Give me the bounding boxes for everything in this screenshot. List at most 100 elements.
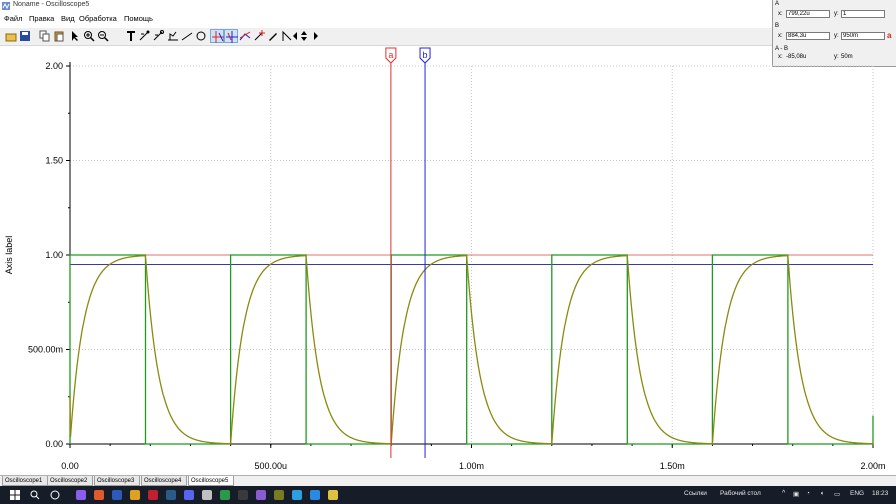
cursor-a-y-label: y: [834, 11, 839, 17]
tray-battery-icon[interactable]: ▭ [834, 491, 841, 498]
copy-icon [39, 30, 50, 42]
y-tick-label: 1.00 [45, 250, 63, 260]
x-tick-label: 0.00 [61, 461, 79, 471]
x-tick-label: 1.00m [459, 461, 484, 471]
tab-oscilloscope-4[interactable]: Oscilloscope4 [141, 476, 187, 486]
scroll-left-icon [293, 32, 297, 40]
search-icon[interactable] [30, 490, 40, 500]
tab-oscilloscope-1[interactable]: Oscilloscope1 [2, 476, 48, 486]
y-tick-label: 2.00 [45, 61, 63, 71]
pen-button[interactable] [266, 29, 280, 43]
tab-oscilloscope-2[interactable]: Oscilloscope2 [47, 476, 93, 486]
tray-volume-icon[interactable]: ◖ [820, 490, 824, 497]
angle-button[interactable] [280, 29, 294, 43]
discord-icon[interactable] [184, 490, 194, 500]
menu-edit[interactable]: Правка [29, 14, 55, 23]
copy-button[interactable] [38, 29, 52, 43]
square-wave-series [69, 254, 874, 445]
save-button[interactable] [18, 29, 32, 43]
taskbar-desktop-label[interactable]: Рабочий стол [720, 490, 761, 497]
cursor-a-x-field[interactable]: 799,22u [786, 10, 830, 18]
tray-language[interactable]: ENG [850, 490, 865, 497]
text-tool-button[interactable] [124, 29, 138, 43]
multi-marker-button[interactable] [166, 29, 180, 43]
y-tick-label: 0.00 [45, 439, 63, 449]
tray-chevron-icon[interactable]: ^ [782, 490, 786, 497]
tab-oscilloscope-3[interactable]: Oscilloscope3 [94, 476, 140, 486]
app-icon-4[interactable] [220, 490, 230, 500]
app-icon-5[interactable] [238, 490, 248, 500]
telegram-icon[interactable] [292, 490, 302, 500]
cursor-a-flag[interactable] [385, 47, 397, 64]
text-tool-icon [127, 31, 135, 41]
menu-process[interactable]: Обработка [79, 14, 117, 23]
cursor-diff-y-value: 50m [841, 54, 853, 60]
cursor-b-marker[interactable]: a [887, 31, 892, 40]
app-icon-1[interactable] [76, 490, 86, 500]
cursor-b-flag[interactable] [419, 47, 431, 64]
edge-icon[interactable] [310, 490, 320, 500]
oscilloscope-plot[interactable]: 0.00 500.00u 1.00m 1.50m 2.00m 0.00 500.00m 1.0… [0, 46, 896, 475]
multisim-icon[interactable] [328, 490, 338, 500]
scroll-updown-button[interactable] [297, 29, 307, 43]
ellipse-tool-button[interactable] [194, 29, 208, 43]
task-view-icon[interactable] [50, 490, 60, 500]
tray-app-icon[interactable]: ▣ [793, 491, 800, 498]
pen-icon [269, 33, 277, 41]
app-icon-2[interactable] [94, 490, 104, 500]
line-tool-icon [181, 32, 193, 41]
visual-studio-icon[interactable] [256, 490, 266, 500]
zoom-out-icon [98, 31, 109, 42]
tray-clock[interactable]: 18:23 [872, 490, 889, 497]
cursor-diff-x-value: -85,08u [786, 54, 807, 60]
angle-icon [282, 30, 292, 41]
app-icon-6[interactable] [274, 490, 284, 500]
x-tick-label: 1.50m [660, 461, 685, 471]
window-title: Noname - Oscilloscope5 [13, 1, 90, 8]
tab-oscilloscope-5[interactable]: Oscilloscope5 [188, 476, 234, 486]
tray-network-icon[interactable]: ◔ [806, 490, 810, 497]
windows-start-icon[interactable] [10, 490, 20, 500]
cursor-add-button[interactable] [252, 29, 266, 43]
menu-help[interactable]: Помощь [124, 14, 153, 23]
paste-button[interactable] [52, 29, 66, 43]
scroll-updown-icon [301, 31, 307, 41]
open-button[interactable] [4, 29, 18, 43]
scroll-left-button[interactable] [290, 29, 298, 43]
menu-bar: Файл Правка Вид Обработка Помощь [0, 12, 896, 26]
windows-taskbar: Ссылки Рабочий стол ^ ▣ ◔ ◖ ▭ ENG 18:23 [0, 486, 896, 504]
cursor-b-y-field[interactable]: 950m [841, 32, 885, 40]
cursor-a-y-field[interactable]: 1 [841, 10, 885, 18]
chrome-icon[interactable] [130, 490, 140, 500]
cursor-diff-group-label: A - B [775, 46, 789, 52]
y-tick-label: 1.50 [45, 156, 63, 166]
cursor-b-y-label: y: [834, 33, 839, 39]
cursor-a-icon [212, 31, 224, 43]
tab-bar: Oscilloscope1 Oscilloscope2 Oscilloscope3 O… [0, 475, 896, 487]
title-bar: Noname - Oscilloscope5 [0, 0, 896, 12]
multi-marker-icon [168, 31, 178, 41]
cursor-b-label: b [423, 50, 428, 60]
menu-view[interactable]: Вид [61, 14, 75, 23]
marker-tool-button[interactable] [152, 29, 166, 43]
cursor-diff-x-label: x: [778, 54, 783, 60]
taskbar-links-label[interactable]: Ссылки [684, 490, 707, 497]
scroll-right-button[interactable] [308, 29, 318, 43]
cursor-tool-button[interactable] [138, 29, 152, 43]
measure-button[interactable] [238, 29, 252, 43]
toolbar [0, 28, 772, 46]
cursor-b-button[interactable] [224, 29, 238, 43]
line-tool-button[interactable] [180, 29, 194, 43]
app-icon [2, 2, 10, 10]
steam-icon[interactable] [166, 490, 176, 500]
word-icon[interactable] [112, 490, 122, 500]
opera-icon[interactable] [148, 490, 158, 500]
app-icon-3[interactable] [202, 490, 212, 500]
cursor-b-x-field[interactable]: 884,3u [786, 32, 830, 40]
scroll-right-icon [314, 32, 318, 40]
pointer-button[interactable] [68, 29, 82, 43]
menu-file[interactable]: Файл [4, 14, 23, 23]
zoom-in-button[interactable] [82, 29, 96, 43]
cursor-a-button[interactable] [210, 29, 224, 43]
zoom-out-button[interactable] [96, 29, 110, 43]
